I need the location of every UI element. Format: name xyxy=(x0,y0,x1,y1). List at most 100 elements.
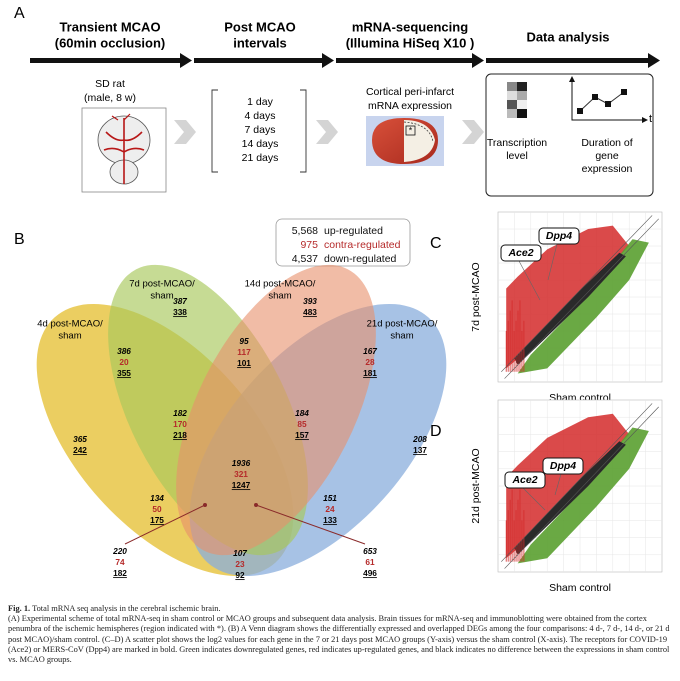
y-axis-label: 21d post-MCAO xyxy=(470,448,482,523)
legend-count: 4,537 xyxy=(292,253,318,265)
callout-line xyxy=(255,504,366,545)
brain-slice: * xyxy=(366,116,444,166)
set-label: sham xyxy=(390,331,413,342)
core-cloud xyxy=(514,252,626,365)
step-title: (Illumina HiSeq X10 ) xyxy=(346,35,475,50)
gene-box xyxy=(500,244,542,262)
region-count: 101 xyxy=(237,358,251,368)
analysis-box xyxy=(485,73,654,197)
panel-label: A xyxy=(14,5,25,22)
diagonal xyxy=(501,215,653,373)
region-count: 387 xyxy=(173,296,187,306)
region-count: 355 xyxy=(117,368,131,378)
region-count: 220 xyxy=(112,546,127,556)
region-count: 1247 xyxy=(232,480,251,490)
set-label: sham xyxy=(58,331,81,342)
region-count: 175 xyxy=(150,515,164,525)
panel-label: C xyxy=(430,235,442,252)
gene-label: Dpp4 xyxy=(550,460,576,472)
region-count: 61 xyxy=(365,557,375,567)
region-count: 496 xyxy=(363,568,377,578)
region-count: 50 xyxy=(152,504,162,514)
axis-label: t xyxy=(649,113,652,125)
step-title: (60min occlusion) xyxy=(55,35,166,50)
region-count: 170 xyxy=(173,419,187,429)
figure: * C 7d post-MCAO Sham control Ace2 Dpp4 D 21d… xyxy=(14,5,663,594)
gene-pointer xyxy=(554,473,562,496)
region-count: 117 xyxy=(237,347,251,357)
bracket xyxy=(211,89,307,173)
set-ellipse xyxy=(176,264,376,556)
panel-label: B xyxy=(14,231,25,248)
diagonal xyxy=(504,218,659,379)
up-cloud xyxy=(506,413,630,559)
region-count: 20 xyxy=(119,357,129,367)
region-count: 181 xyxy=(363,368,377,378)
step-title: intervals xyxy=(233,35,286,50)
analysis-text: expression xyxy=(582,163,633,175)
venn xyxy=(36,264,447,577)
callout-dot xyxy=(254,503,258,507)
gene-box xyxy=(538,227,580,245)
set-label: sham xyxy=(150,291,173,302)
legend-text: contra-regulated xyxy=(324,239,401,251)
region-count: 653 xyxy=(363,546,377,556)
legend-count: 5,568 xyxy=(292,225,318,237)
region-count: 365 xyxy=(73,434,87,444)
step-text: 1 day xyxy=(247,96,273,108)
diagonal xyxy=(501,403,653,562)
panel-label: D xyxy=(430,423,442,440)
step-title: Data analysis xyxy=(526,29,609,44)
region-count: 386 xyxy=(117,346,131,356)
gene-pointer xyxy=(518,260,541,301)
region-count: 184 xyxy=(295,408,309,418)
caption-title: Total mRNA seq analysis in the cerebral … xyxy=(32,604,221,613)
region-count: 208 xyxy=(412,434,427,444)
region-count: 393 xyxy=(303,296,317,306)
region-count: 182 xyxy=(173,408,187,418)
down-cloud xyxy=(517,239,649,374)
down-cloud xyxy=(517,427,649,564)
region-count: 182 xyxy=(113,568,127,578)
region-count: 107 xyxy=(233,548,247,558)
scatter-plot: D 21d post-MCAO Sham control Ace2 Dpp4 xyxy=(430,399,663,594)
gene-box xyxy=(542,457,584,475)
step-text: (male, 8 w) xyxy=(84,92,136,104)
step-text: mRNA expression xyxy=(368,100,452,112)
step-text: 14 days xyxy=(242,138,279,150)
region-count: 321 xyxy=(234,469,248,479)
timeline xyxy=(30,53,660,68)
step-text: Cortical peri-infarct xyxy=(366,86,454,98)
region-count: 1936 xyxy=(232,458,251,468)
step-text: 4 days xyxy=(245,110,276,122)
step-text: SD rat xyxy=(95,78,125,90)
region-count: 133 xyxy=(323,515,337,525)
set-label: 7d post-MCAO/ xyxy=(129,279,195,290)
gene-label: Ace2 xyxy=(511,474,537,486)
region-count: 483 xyxy=(303,307,317,317)
step-text: 21 days xyxy=(242,152,279,164)
svg-text:*: * xyxy=(409,125,413,135)
rat-brain-sketch xyxy=(81,107,167,193)
caption-body: (A) Experimental scheme of total mRNA-se… xyxy=(8,614,670,665)
diagonal xyxy=(504,406,659,569)
callout-dot xyxy=(203,503,207,507)
region-count: 242 xyxy=(73,445,87,455)
legend-text: down-regulated xyxy=(324,253,397,265)
region-count: 218 xyxy=(173,430,187,440)
region-count: 157 xyxy=(295,430,309,440)
step-title: Transient MCAO xyxy=(59,19,160,34)
step-text: 7 days xyxy=(245,124,276,136)
region-count: 74 xyxy=(115,557,125,567)
chevrons xyxy=(174,120,484,144)
legend-count: 975 xyxy=(300,239,318,251)
analysis-text: Transcription xyxy=(487,137,547,149)
core-cloud xyxy=(514,441,626,555)
region-count: 23 xyxy=(235,559,245,569)
analysis-text: gene xyxy=(595,150,619,162)
legend-box xyxy=(275,218,411,267)
region-count: 24 xyxy=(325,504,335,514)
x-axis-label: Sham control xyxy=(549,582,611,594)
